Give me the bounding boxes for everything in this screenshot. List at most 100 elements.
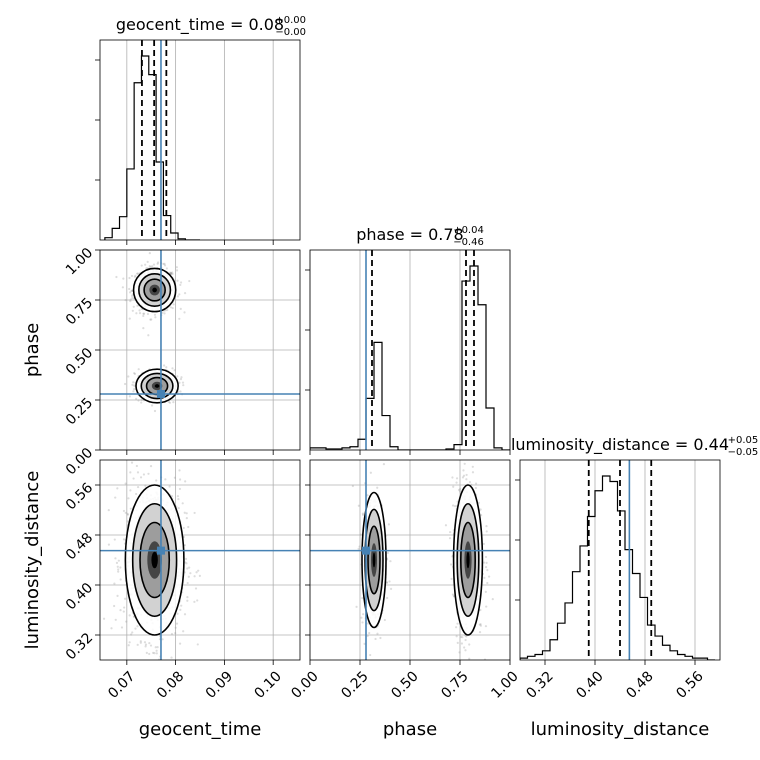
- sample-point: [351, 484, 354, 488]
- sample-point: [136, 471, 140, 474]
- sample-point: [127, 644, 130, 647]
- sample-point: [168, 401, 172, 404]
- sample-point: [128, 395, 131, 398]
- sample-point: [129, 507, 132, 510]
- sample-point: [150, 318, 153, 321]
- sample-point: [451, 504, 455, 507]
- sample-point: [366, 622, 370, 625]
- sample-point: [474, 486, 478, 490]
- sample-point: [146, 457, 148, 459]
- sample-point: [369, 653, 372, 657]
- sample-point: [145, 267, 148, 270]
- xaxis-label-luminosity_distance: luminosity_distance: [531, 719, 710, 740]
- truth-marker-geocent_time-luminosity_distance: [156, 546, 165, 555]
- sample-point: [357, 504, 360, 507]
- sample-point: [152, 651, 155, 655]
- panel-frame-2-2: [519, 459, 721, 661]
- sample-point: [471, 471, 475, 474]
- sample-point: [148, 265, 151, 268]
- sample-point: [144, 645, 147, 648]
- sample-point: [185, 517, 188, 520]
- sample-point: [154, 316, 157, 319]
- sample-point: [96, 553, 98, 555]
- sample-point: [170, 272, 173, 275]
- sample-point: [479, 608, 482, 612]
- sample-point: [183, 511, 186, 514]
- sample-point: [171, 458, 173, 460]
- sample-point: [188, 566, 191, 569]
- sample-point: [361, 596, 364, 600]
- sample-point: [128, 317, 131, 320]
- sample-point: [148, 652, 151, 656]
- sample-point: [138, 311, 142, 315]
- sample-point: [472, 681, 474, 683]
- sample-point: [194, 587, 198, 590]
- histogram-phase: [310, 265, 510, 450]
- sample-point: [163, 364, 166, 367]
- ytick-label-phase-0: 0.00: [63, 445, 96, 478]
- sample-point: [169, 272, 172, 275]
- sample-point: [129, 471, 132, 474]
- sample-point: [116, 487, 119, 490]
- sample-point: [132, 381, 135, 384]
- sample-point: [186, 599, 189, 602]
- xtick-label-luminosity_distance-0: 0.32: [523, 668, 556, 701]
- sample-point: [130, 289, 133, 292]
- sample-point: [485, 605, 488, 608]
- ytick-label-luminosity_distance-3: 0.56: [63, 480, 96, 513]
- sample-point: [486, 581, 489, 585]
- sample-point: [169, 271, 172, 274]
- sample-point: [479, 624, 482, 627]
- title-value-geocent_time: geocent_time = 0.08: [116, 15, 284, 35]
- sample-point: [187, 525, 190, 529]
- sample-point: [165, 366, 168, 369]
- sample-point: [142, 312, 145, 315]
- sample-point: [468, 643, 471, 646]
- sample-point: [119, 566, 122, 569]
- sample-point: [134, 627, 137, 630]
- ytick-label-phase-2: 0.50: [63, 345, 96, 378]
- sample-point: [174, 631, 177, 635]
- sample-point: [149, 318, 152, 321]
- sample-point: [485, 561, 488, 564]
- sample-point: [140, 398, 143, 402]
- sample-point: [117, 570, 120, 573]
- sample-point: [131, 289, 134, 292]
- sample-point: [107, 543, 111, 546]
- sample-point: [133, 372, 136, 375]
- density-level-4: [151, 551, 158, 569]
- sample-point: [385, 581, 389, 584]
- sample-point: [131, 631, 134, 634]
- sample-point: [186, 581, 189, 585]
- sample-point: [143, 641, 147, 644]
- sample-point: [184, 557, 188, 560]
- sample-point: [144, 263, 147, 266]
- sample-point: [151, 265, 154, 268]
- sample-point: [178, 642, 182, 645]
- sample-point: [170, 272, 173, 275]
- sample-point: [484, 566, 488, 569]
- sample-point: [168, 485, 171, 488]
- ytick-label-luminosity_distance-2: 0.48: [63, 530, 96, 563]
- sample-point: [470, 419, 472, 421]
- sample-point: [376, 486, 379, 489]
- sample-point: [163, 262, 166, 265]
- sample-point: [113, 538, 116, 541]
- ytick-label-phase-1: 0.25: [63, 395, 96, 428]
- sample-point: [124, 382, 127, 386]
- sample-point: [183, 613, 187, 616]
- sample-point: [115, 561, 119, 564]
- sample-point: [178, 317, 181, 320]
- sample-point: [179, 283, 182, 287]
- sample-point: [136, 304, 139, 307]
- sample-point: [142, 314, 145, 318]
- sample-point: [450, 577, 453, 580]
- sample-point: [169, 306, 172, 309]
- sample-point: [132, 305, 135, 308]
- sample-point: [126, 512, 129, 516]
- sample-point: [162, 262, 165, 266]
- sample-point: [366, 665, 368, 667]
- sample-point: [183, 311, 186, 314]
- sample-point: [122, 277, 125, 280]
- sample-point: [195, 571, 198, 574]
